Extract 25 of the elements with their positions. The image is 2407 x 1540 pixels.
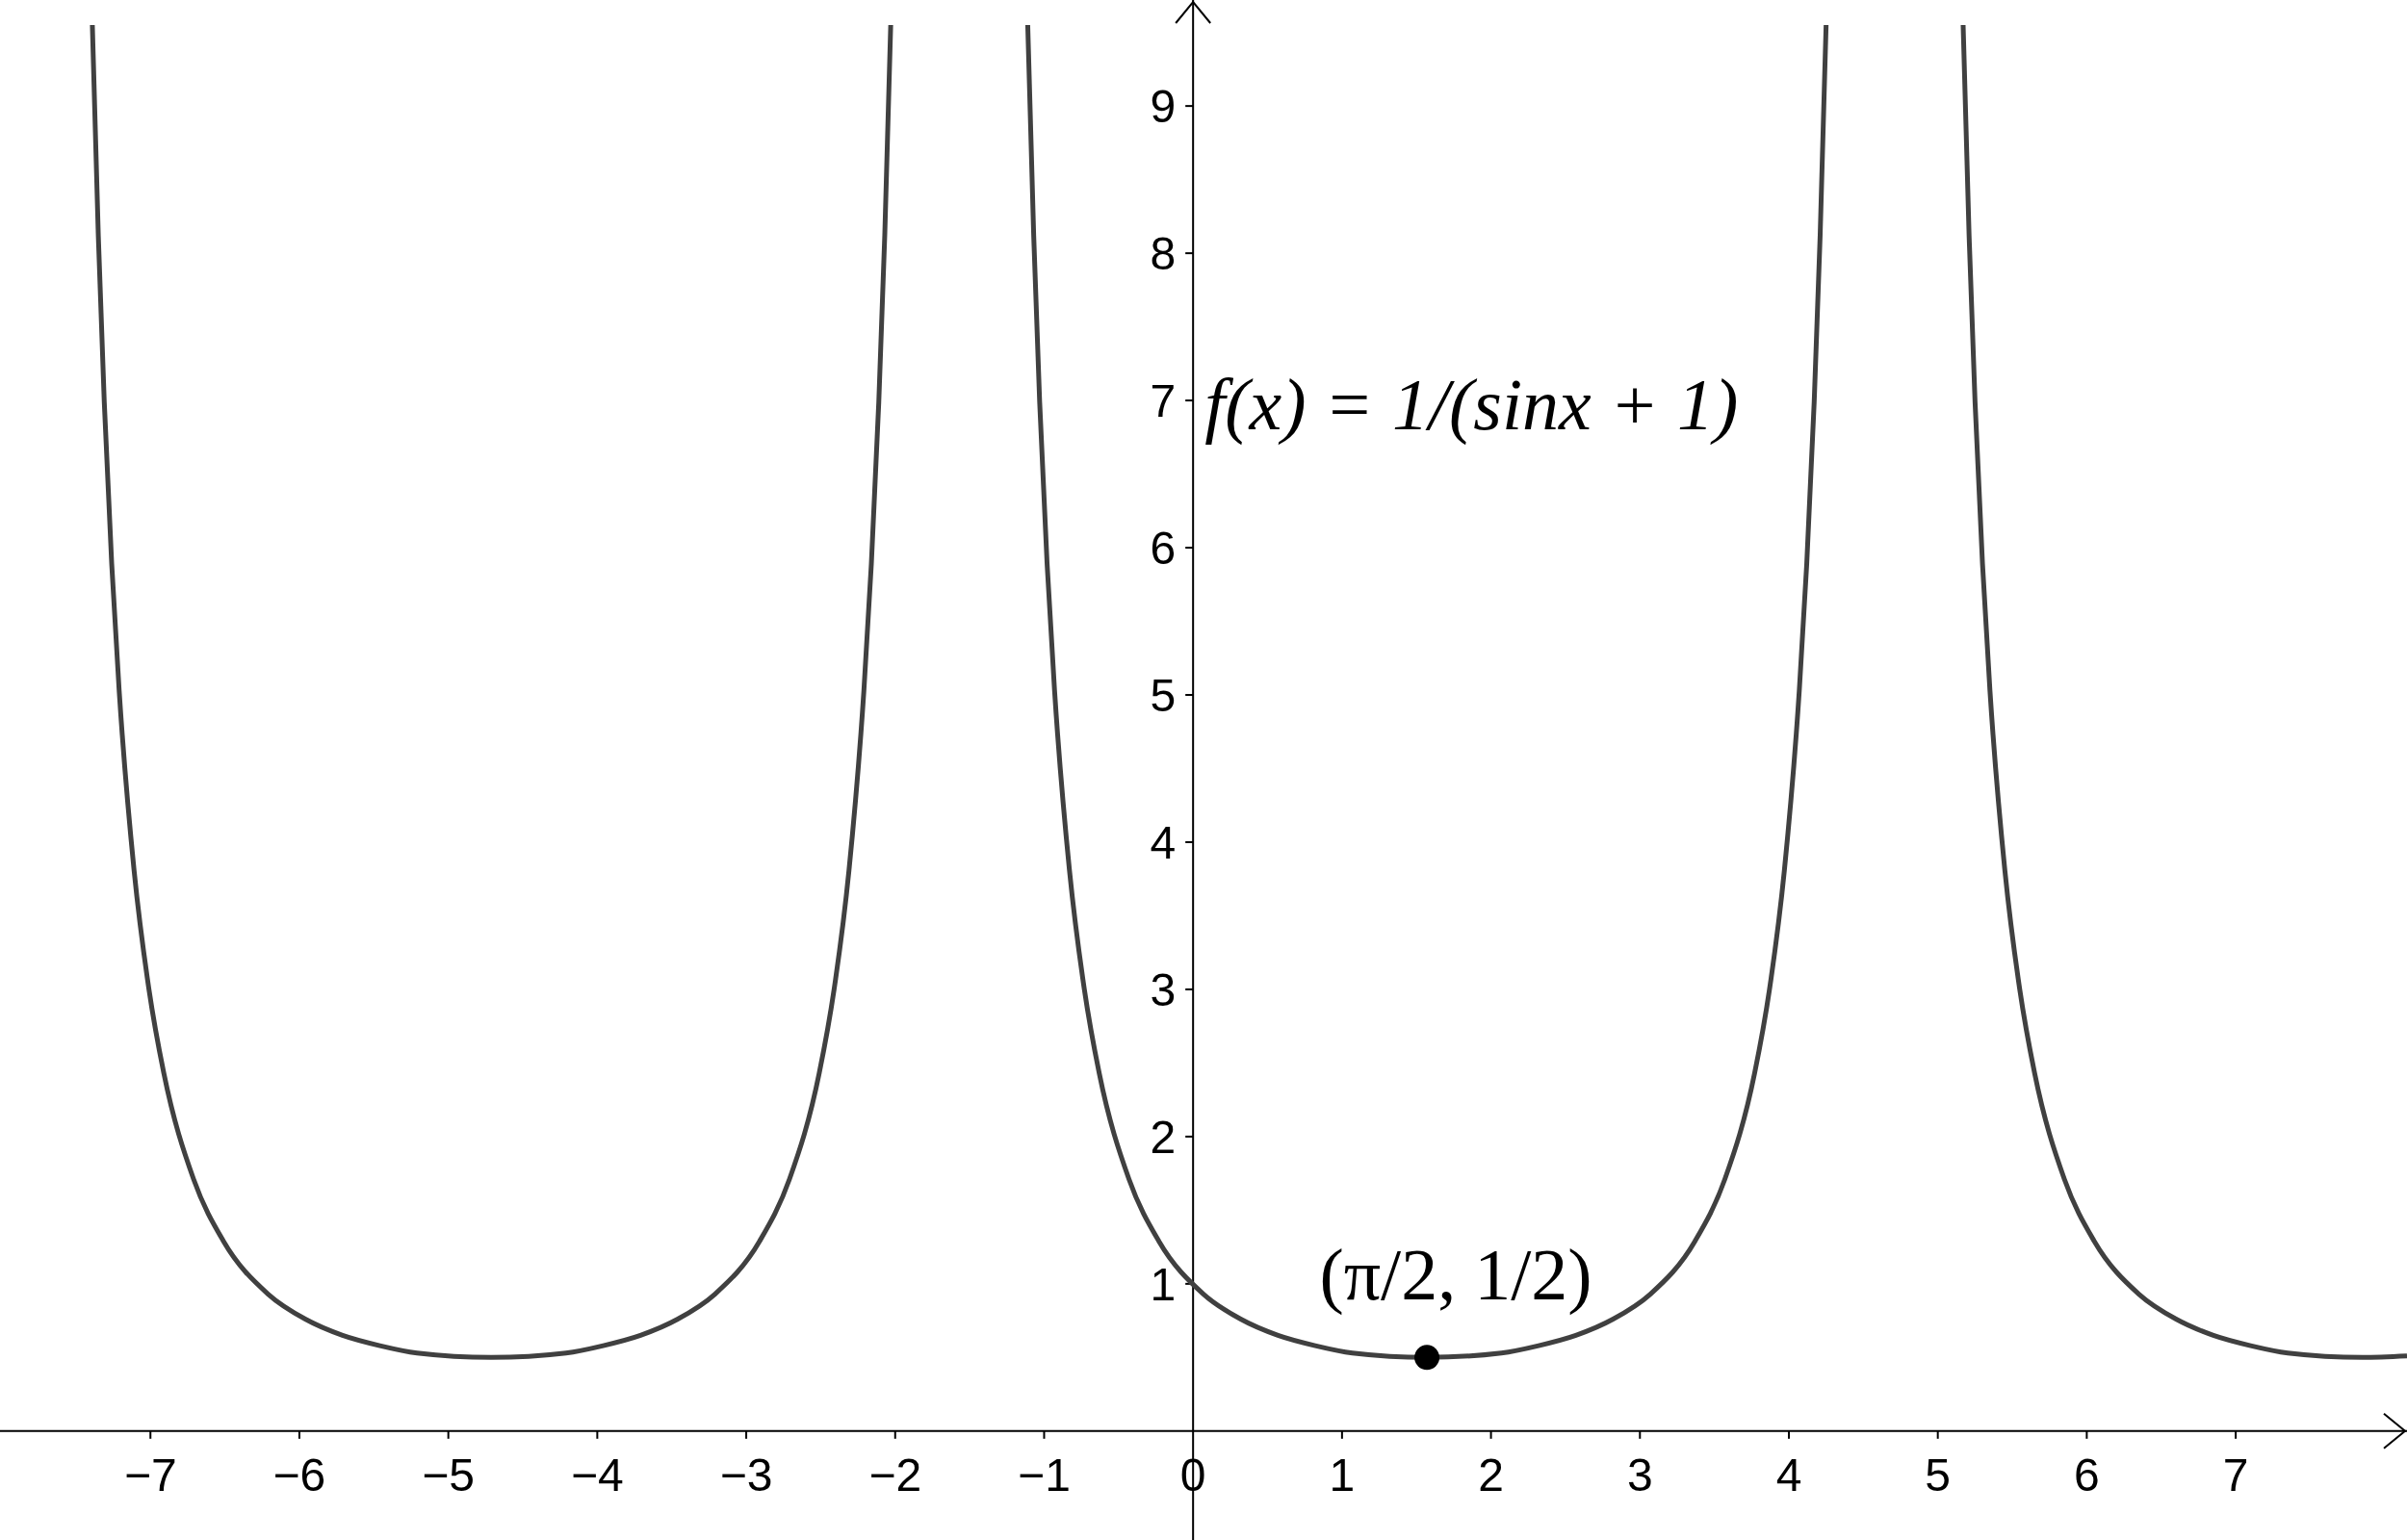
x-tick-label: 6 — [2074, 1449, 2100, 1501]
x-tick-label: −4 — [570, 1449, 624, 1501]
x-tick-label: −6 — [272, 1449, 326, 1501]
y-tick-label: 3 — [1150, 963, 1177, 1015]
y-tick-label: 2 — [1150, 1111, 1177, 1163]
x-tick-label: 2 — [1478, 1449, 1504, 1501]
x-tick-label: 3 — [1626, 1449, 1653, 1501]
y-tick-label: 6 — [1150, 523, 1177, 575]
x-tick-label: 1 — [1329, 1449, 1356, 1501]
x-tick-label: 7 — [2222, 1449, 2249, 1501]
y-tick-label: 1 — [1150, 1258, 1177, 1310]
y-tick-label: 8 — [1150, 228, 1177, 280]
annotation: (π/2, 1/2) — [1319, 1234, 1592, 1317]
x-tick-label: −7 — [123, 1449, 177, 1501]
annotation: f(x) = 1/(sinx + 1) — [1204, 364, 1739, 447]
x-tick-label: −5 — [422, 1449, 476, 1501]
x-tick-label: 4 — [1775, 1449, 1802, 1501]
y-tick-label: 7 — [1150, 375, 1177, 427]
x-tick-label: −2 — [868, 1449, 922, 1501]
y-tick-label: 5 — [1150, 669, 1177, 721]
x-tick-label: −1 — [1018, 1449, 1071, 1501]
y-tick-label: 9 — [1150, 81, 1177, 133]
y-tick-label: 4 — [1150, 816, 1177, 868]
x-tick-label: 5 — [1925, 1449, 1952, 1501]
x-tick-label: −3 — [719, 1449, 773, 1501]
